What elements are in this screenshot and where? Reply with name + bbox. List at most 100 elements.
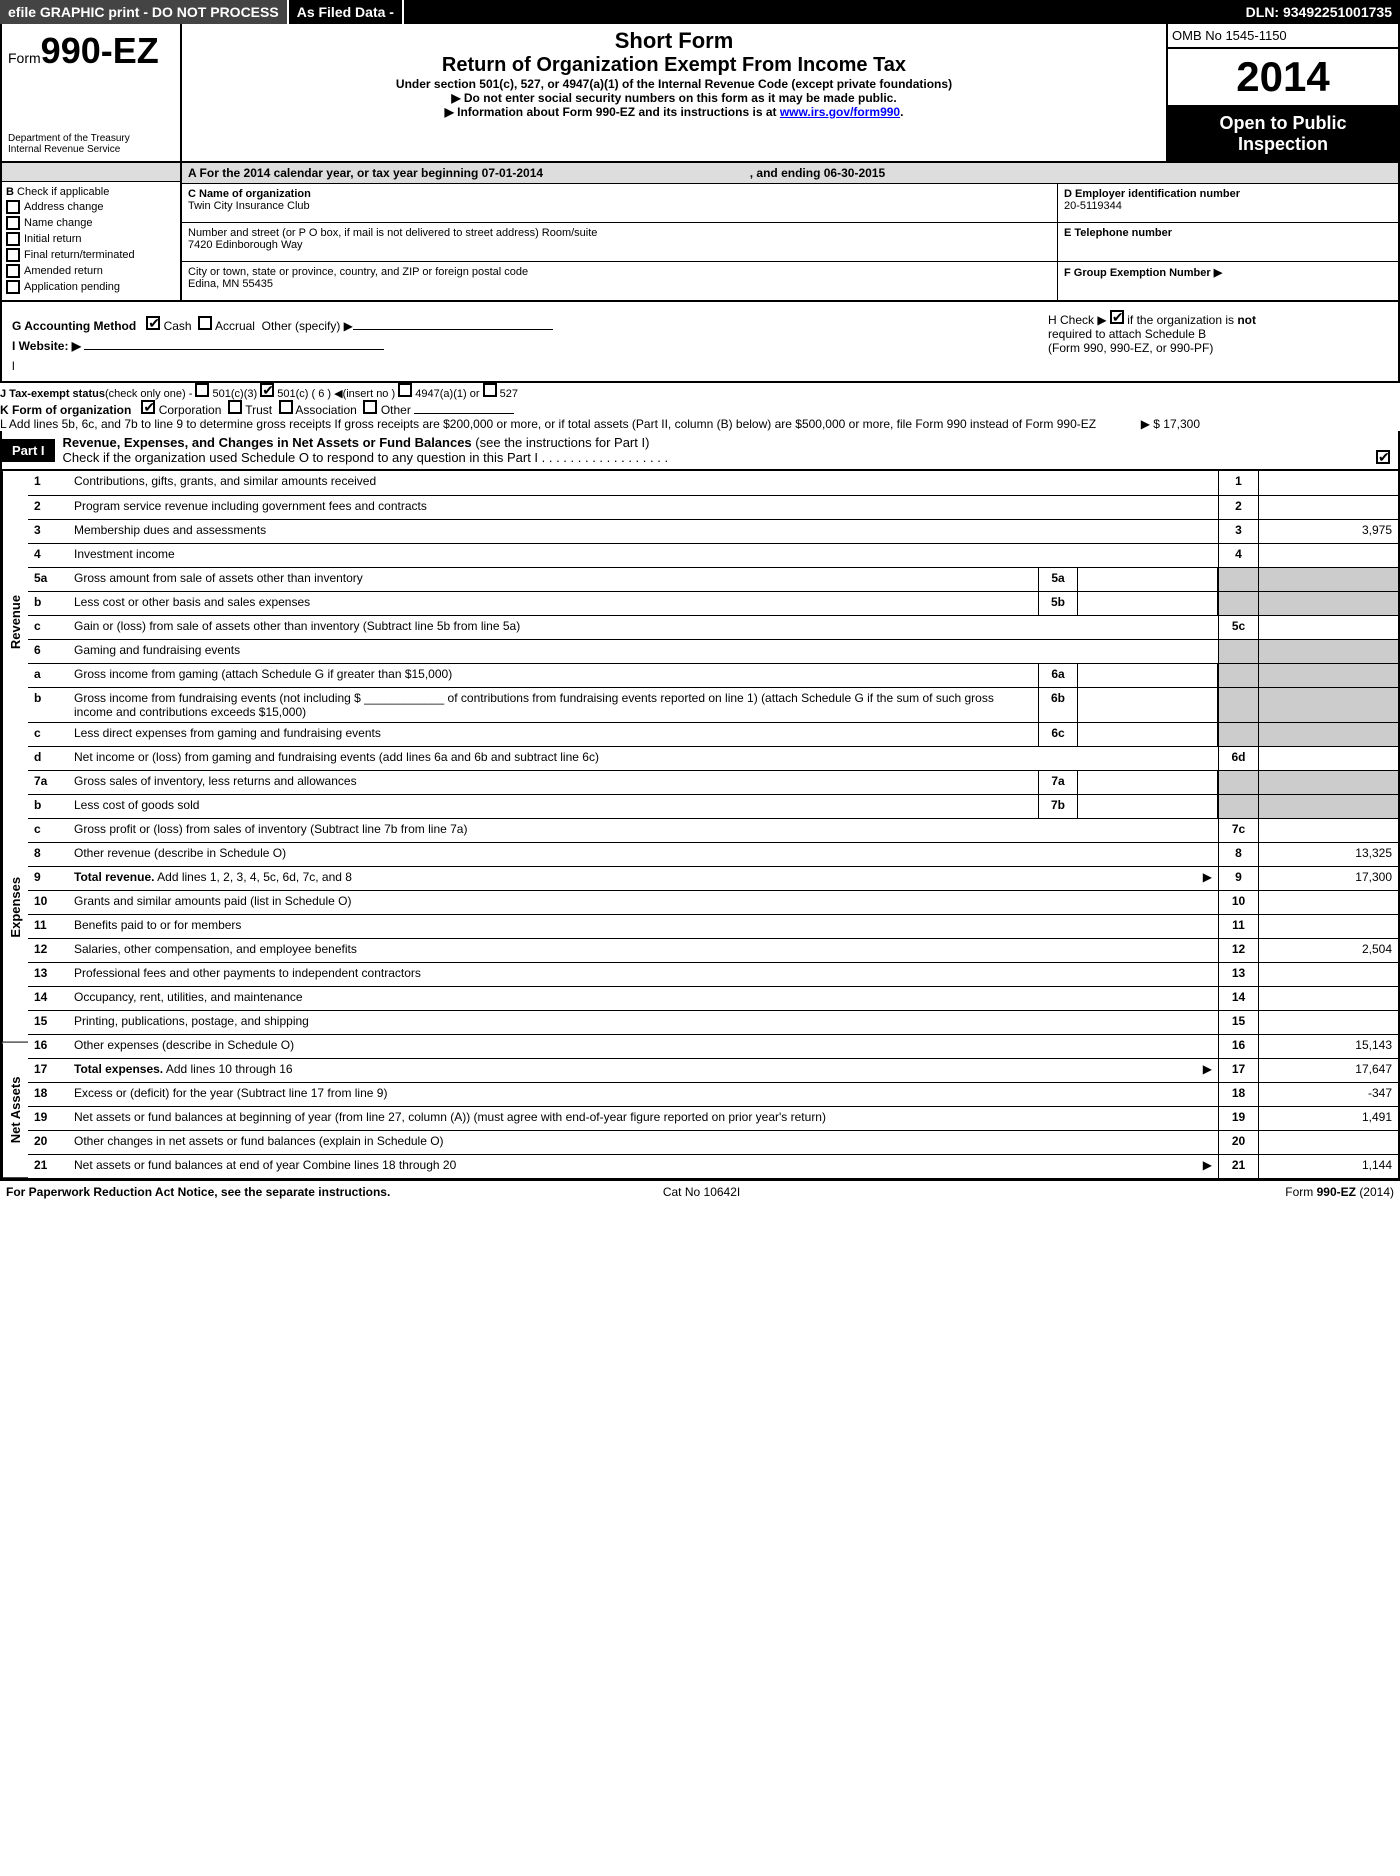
chk-527[interactable]	[483, 383, 497, 397]
chk-address-change[interactable]: Address change	[6, 200, 176, 214]
row-r7a-shade2	[1258, 771, 1398, 794]
row-r17-desc: Total expenses. Add lines 10 through 16 …	[68, 1059, 1218, 1082]
row-r11: 11Benefits paid to or for members11	[28, 914, 1398, 938]
row-r20-val	[1258, 1131, 1398, 1154]
chk-501c[interactable]	[260, 383, 274, 397]
chk-accrual[interactable]	[198, 316, 212, 330]
row-r1-val	[1258, 471, 1398, 495]
chk-assoc[interactable]	[279, 400, 293, 414]
chk-final-return[interactable]: Final return/terminated	[6, 248, 176, 262]
row-r4-val	[1258, 544, 1398, 567]
row-r7a-desc: Gross sales of inventory, less returns a…	[68, 771, 1038, 794]
row-r12-num: 12	[28, 939, 68, 962]
asfiled-label: As Filed Data -	[289, 0, 404, 24]
row-r6a-num: a	[28, 664, 68, 687]
form-990ez: 990-EZ	[41, 30, 159, 71]
c-name: C Name of organization Twin City Insuran…	[182, 184, 1057, 223]
dln-label: DLN: 93492251001735	[1238, 0, 1400, 24]
row-r10: 10Grants and similar amounts paid (list …	[28, 890, 1398, 914]
row-r5c: cGain or (loss) from sale of assets othe…	[28, 615, 1398, 639]
row-r7b-shade1	[1218, 795, 1258, 818]
c-name-label: C Name of organization	[188, 188, 311, 200]
chk-trust[interactable]	[228, 400, 242, 414]
row-r6d-val	[1258, 747, 1398, 770]
k-other: Other	[381, 403, 411, 417]
note-ssn: ▶ Do not enter social security numbers o…	[192, 91, 1156, 105]
row-r7b: bLess cost of goods sold7b	[28, 794, 1398, 818]
chk-name-label: Name change	[24, 217, 93, 229]
g-cash: Cash	[164, 319, 192, 333]
row-r3-desc: Membership dues and assessments	[68, 520, 1218, 543]
chk-other[interactable]	[363, 400, 377, 414]
h-not: not	[1237, 313, 1256, 327]
i-label: I Website: ▶	[12, 339, 81, 353]
row-r6b-shade2	[1258, 688, 1398, 722]
chk-amended-label: Amended return	[24, 265, 103, 277]
row-r19-box: 19	[1218, 1107, 1258, 1130]
chk-corp[interactable]	[141, 400, 155, 414]
row-r14-box: 14	[1218, 987, 1258, 1010]
row-r8-val: 13,325	[1258, 843, 1398, 866]
chk-amended-return[interactable]: Amended return	[6, 264, 176, 278]
row-r13-val	[1258, 963, 1398, 986]
header-left: Form990-EZ Department of the Treasury In…	[2, 24, 182, 161]
dept-line2: Internal Revenue Service	[8, 144, 174, 155]
row-r13-num: 13	[28, 963, 68, 986]
row-r19: 19Net assets or fund balances at beginni…	[28, 1106, 1398, 1130]
row-r10-val	[1258, 891, 1398, 914]
h-pre: H Check ▶	[1048, 313, 1107, 327]
row-r12: 12Salaries, other compensation, and empl…	[28, 938, 1398, 962]
line-l: L Add lines 5b, 6c, and 7b to line 9 to …	[0, 417, 1400, 431]
omb-number: OMB No 1545-1150	[1168, 24, 1398, 49]
row-r16: 16Other expenses (describe in Schedule O…	[28, 1034, 1398, 1058]
chk-4947[interactable]	[398, 383, 412, 397]
row-r13: 13Professional fees and other payments t…	[28, 962, 1398, 986]
row-r4: 4Investment income4	[28, 543, 1398, 567]
side-netassets: Net Assets	[2, 1043, 28, 1178]
chk-pending-label: Application pending	[24, 281, 120, 293]
row-r7c-desc: Gross profit or (loss) from sales of inv…	[68, 819, 1218, 842]
chk-h[interactable]	[1110, 310, 1124, 324]
chk-app-pending[interactable]: Application pending	[6, 280, 176, 294]
row-r5b-desc: Less cost or other basis and sales expen…	[68, 592, 1038, 615]
form-number: Form990-EZ	[8, 30, 174, 72]
row-r5a-num: 5a	[28, 568, 68, 591]
title-short-form: Short Form	[192, 28, 1156, 54]
row-r12-val: 2,504	[1258, 939, 1398, 962]
e-label: E Telephone number	[1064, 227, 1172, 239]
chk-cash[interactable]	[146, 316, 160, 330]
line-a-left	[2, 163, 180, 182]
row-r6b: bGross income from fundraising events (n…	[28, 687, 1398, 722]
row-r16-val: 15,143	[1258, 1035, 1398, 1058]
row-r6-desc: Gaming and fundraising events	[68, 640, 1218, 663]
chk-initial-return[interactable]: Initial return	[6, 232, 176, 246]
row-r7b-desc: Less cost of goods sold	[68, 795, 1038, 818]
chk-name-change[interactable]: Name change	[6, 216, 176, 230]
row-r1-num: 1	[28, 471, 68, 495]
row-r11-num: 11	[28, 915, 68, 938]
part1-title-note: (see the instructions for Part I)	[475, 435, 649, 450]
row-r7c-num: c	[28, 819, 68, 842]
row-r21-box: 21	[1218, 1155, 1258, 1178]
row-r21-val: 1,144	[1258, 1155, 1398, 1178]
row-r6b-desc: Gross income from fundraising events (no…	[68, 688, 1038, 722]
footer-left: For Paperwork Reduction Act Notice, see …	[6, 1185, 390, 1199]
part1-label: Part I	[2, 439, 55, 462]
chk-schedule-o[interactable]	[1376, 450, 1390, 464]
c-name-val: Twin City Insurance Club	[188, 200, 310, 212]
chk-501c3[interactable]	[195, 383, 209, 397]
irs-link[interactable]: www.irs.gov/form990	[780, 105, 900, 119]
row-r10-num: 10	[28, 891, 68, 914]
row-r2: 2Program service revenue including gover…	[28, 495, 1398, 519]
row-r7b-ival	[1078, 795, 1218, 818]
k-label: K Form of organization	[0, 403, 131, 417]
row-r21-num: 21	[28, 1155, 68, 1178]
row-r6a: aGross income from gaming (attach Schedu…	[28, 663, 1398, 687]
c-street: Number and street (or P O box, if mail i…	[182, 223, 1057, 262]
row-r6-shade2	[1258, 640, 1398, 663]
j-4947: 4947(a)(1) or	[415, 388, 479, 400]
form-prefix: Form	[8, 50, 41, 66]
f-label: F Group Exemption Number ▶	[1064, 267, 1222, 279]
row-r5b-ival	[1078, 592, 1218, 615]
row-r7a-inum: 7a	[1038, 771, 1078, 794]
